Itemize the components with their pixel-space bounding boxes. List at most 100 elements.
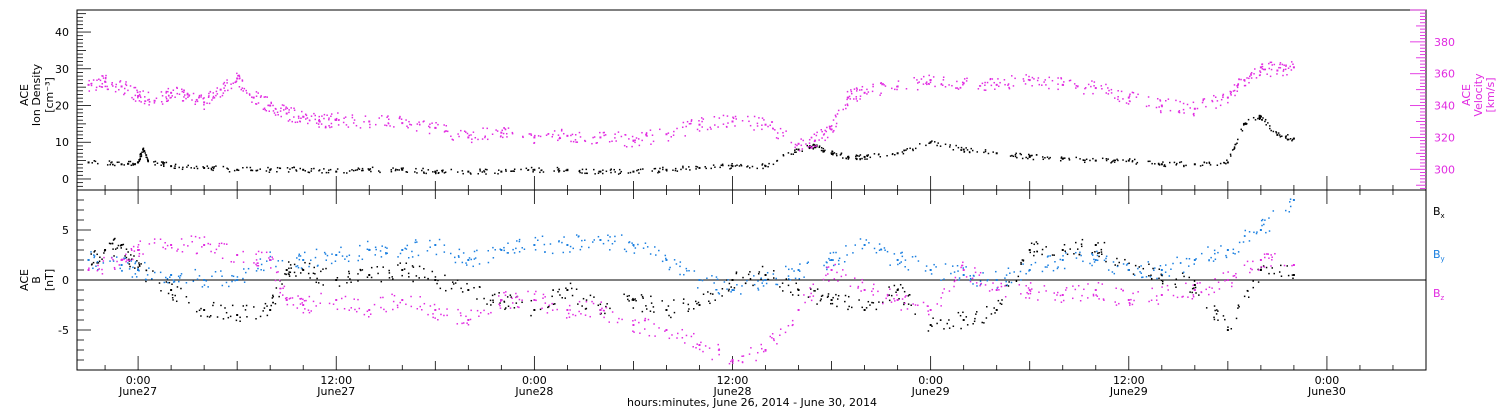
bz-sample [551,302,553,305]
by-sample [884,249,886,251]
by-sample [591,241,594,243]
by-sample [668,268,671,271]
ion-density-sample [427,169,430,171]
by-sample [669,266,671,269]
ion-density-sample [912,148,914,150]
ion-density-sample [866,154,868,157]
bx-point [896,289,899,291]
by-sample [492,246,494,249]
bx-sample [114,237,116,240]
solar-wind-velocity-sample [926,83,928,86]
bx-sample [262,310,264,312]
ion-density-sample [348,170,351,172]
by-sample [832,251,835,254]
bx-point [1028,249,1031,251]
by-sample [411,250,413,253]
ion-density-sample [136,161,139,164]
solar-wind-velocity-point [830,128,833,131]
bx-sample [599,303,602,306]
ion-density-sample [134,163,136,165]
solar-wind-velocity-sample [297,117,300,119]
bz-sample [608,321,610,323]
ion-density-sample [542,171,545,173]
by-sample [385,252,387,254]
solar-wind-velocity-sample [196,98,198,101]
solar-wind-velocity-sample [481,138,484,140]
solar-wind-velocity-sample [805,143,807,145]
ion-density-sample [1179,161,1181,164]
bx-sample [264,302,267,305]
ion-density-point [731,165,734,168]
bz-sample [1131,303,1134,306]
by-sample [886,250,889,253]
solar-wind-velocity-sample [241,87,244,89]
bx-sample [493,293,496,296]
bx-sample [128,258,130,261]
by-sample [883,247,886,249]
top-left-ylabel-line2: Ion Density [30,63,43,126]
ion-density-sample [255,170,258,172]
ion-density-sample [438,171,440,174]
solar-wind-velocity-sample [505,132,508,135]
bx-sample [388,269,390,272]
bx-sample [1188,276,1191,279]
bz-sample [1167,289,1169,291]
bx-sample [308,262,311,265]
solar-wind-velocity-sample [896,88,898,91]
solar-wind-velocity-sample [1087,83,1090,86]
bfield-tick-label: 0 [62,274,69,287]
bx-sample [914,313,916,315]
bz-sample [696,343,698,345]
bx-sample [370,266,373,269]
by-sample [411,256,414,258]
solar-wind-velocity-sample [140,101,142,103]
solar-wind-velocity-sample [208,102,211,105]
bx-sample [897,288,899,290]
ion-density-sample [138,159,140,161]
solar-wind-velocity-sample [1269,75,1272,78]
solar-wind-velocity-sample [1270,68,1273,71]
ion-density-sample [1176,162,1178,165]
bz-sample [180,238,183,240]
bz-sample [1246,260,1249,263]
bx-sample [1262,265,1265,267]
bx-sample [1022,260,1025,262]
ion-density-sample [362,169,364,172]
solar-wind-velocity-sample [821,130,823,133]
solar-wind-velocity-sample [429,126,431,129]
solar-wind-velocity-sample [1069,79,1072,82]
ion-density-sample [422,167,424,170]
bz-point [764,349,767,351]
solar-wind-velocity-sample [823,133,826,135]
solar-wind-velocity-sample [991,78,994,80]
bz-sample [286,303,289,306]
by-sample [1220,245,1222,247]
ion-density-sample [1135,163,1138,165]
bx-sample [712,293,714,295]
ion-density-sample [992,151,994,153]
bx-sample [865,307,868,309]
by-sample [407,257,410,259]
by-sample [1153,269,1155,272]
solar-wind-velocity-sample [165,98,168,100]
solar-wind-velocity-sample [1269,61,1272,64]
solar-wind-velocity-sample [880,92,882,95]
solar-wind-velocity-sample [284,108,287,110]
by-sample [623,248,626,251]
solar-wind-velocity-sample [174,96,176,98]
bz-sample [1004,295,1007,298]
bz-sample [962,261,964,264]
bz-sample [129,259,131,261]
solar-wind-velocity-sample [330,113,333,115]
bz-sample [242,261,245,263]
by-sample [602,242,605,245]
solar-wind-velocity-sample [828,127,831,129]
solar-wind-velocity-sample [410,124,413,126]
solar-wind-velocity-sample [774,129,776,131]
bz-sample [804,301,806,304]
ion-density-sample [761,163,764,165]
bz-sample [803,294,805,296]
by-sample [995,270,997,273]
ion-density-sample [832,152,835,155]
ion-density-sample [1020,153,1022,156]
